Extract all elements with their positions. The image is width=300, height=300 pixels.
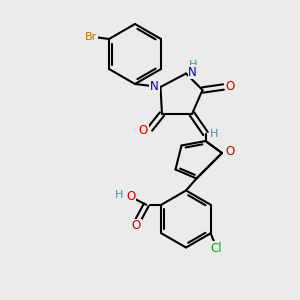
Text: Cl: Cl [211,242,223,255]
Text: H: H [115,190,124,200]
Text: O: O [226,80,235,94]
Text: N: N [150,80,159,94]
Text: H: H [188,60,197,70]
Text: O: O [225,145,234,158]
Text: O: O [126,190,135,203]
Text: O: O [132,219,141,232]
Text: N: N [188,65,197,79]
Text: H: H [210,129,218,139]
Text: Br: Br [85,32,97,43]
Text: O: O [139,124,148,137]
